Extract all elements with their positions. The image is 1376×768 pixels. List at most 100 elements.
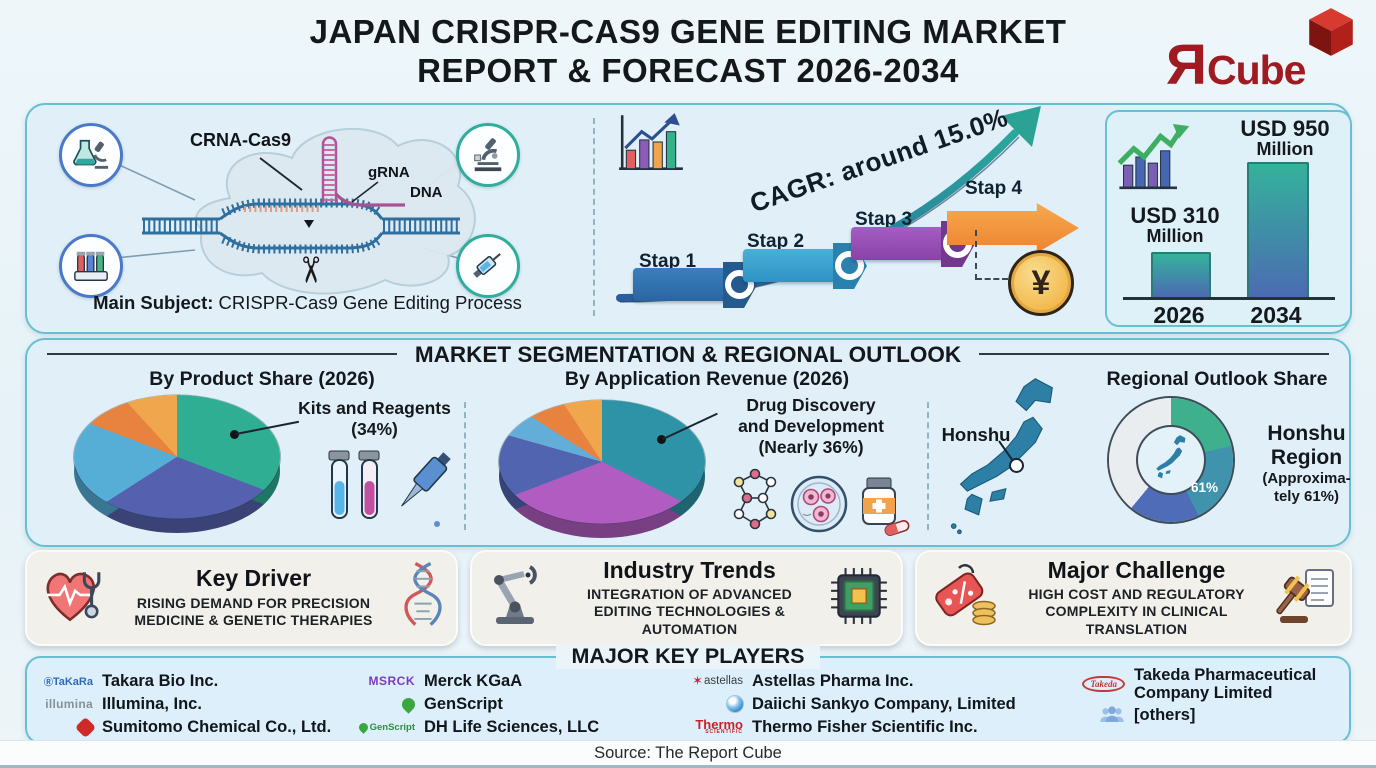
pie-face: [499, 400, 705, 524]
player-name: GenScript: [424, 694, 503, 713]
industry-trends-content: Industry Trends INTEGRATION OF ADVANCED …: [586, 556, 792, 637]
start-value-label: USD 310 Million: [1130, 203, 1220, 247]
syringe-icon: [456, 234, 520, 298]
product-share-heading: By Product Share (2026): [149, 368, 375, 390]
player-name: Merck KGaA: [424, 671, 523, 690]
product-callout: Kits and Reagents (34%): [298, 398, 451, 439]
product-pie-chart: [74, 395, 280, 533]
key-driver-content: Key Driver RISING DEMAND FOR PRECISION M…: [134, 565, 373, 629]
label-grna: gRNA: [368, 164, 410, 181]
list-item: illumina Illumina, Inc.: [37, 693, 342, 715]
forecast-chart-icon: [1115, 122, 1203, 199]
daiichi-logo: [687, 696, 743, 712]
dashed-connector-vertical: [975, 230, 977, 280]
label-crna-cas9: CRNA-Cas9: [190, 130, 292, 150]
list-item: MSRCK Merck KGaA: [359, 670, 669, 692]
dna-icon: [402, 561, 444, 636]
key-players-panel: MAJOR KEY PLAYERS ⓇTaKaRa Takara Bio Inc.…: [25, 644, 1351, 744]
astellas-logo: ✶ astellas: [692, 673, 743, 688]
divider: [979, 352, 1329, 356]
robot-arm-icon: [484, 564, 550, 632]
application-pie-chart: [499, 400, 705, 538]
forecast-panel: USD 310 Million USD 950 Million 2026 203…: [1105, 110, 1352, 328]
major-challenge-box: Major Challenge HIGH COST AND REGULATORY…: [915, 550, 1352, 646]
japan-map-mini: [1156, 435, 1186, 479]
page-title-line2: REPORT & FORECAST 2026-2034: [417, 52, 959, 89]
list-item: [others]: [1069, 704, 1349, 726]
step-2-ribbon: [743, 249, 847, 282]
player-name: Illumina, Inc.: [102, 694, 202, 713]
bar-axis: [1123, 297, 1335, 300]
pie-face: [74, 395, 280, 519]
key-players-column-4: Takeda Takeda Pharmaceutical Company Limi…: [1069, 666, 1349, 727]
price-tag-coins-icon: [929, 563, 999, 633]
end-value-label: USD 950 Million: [1240, 116, 1330, 160]
test-tubes-icon: [319, 448, 457, 537]
donut-percentage: 61%: [1191, 480, 1219, 495]
year-2034: 2034: [1250, 302, 1302, 328]
growth-bar-chart-icon: [615, 111, 687, 180]
label-dna: DNA: [410, 184, 443, 201]
page-title: JAPAN CRISPR-CAS9 GENE EDITING MARKET RE…: [0, 12, 1376, 90]
divider: [593, 118, 595, 316]
flask-microscope-icon: [59, 123, 123, 187]
page-title-line1: JAPAN CRISPR-CAS9 GENE EDITING MARKET: [309, 13, 1067, 50]
player-name: Sumitomo Chemical Co., Ltd.: [102, 717, 332, 736]
player-name: Takara Bio Inc.: [102, 671, 219, 690]
yen-coin-icon: ¥: [1008, 250, 1074, 316]
cagr-section: CAGR: around 15.0% Stap 1 Stap 2 Stap 3 …: [595, 102, 1105, 330]
step-3-label: Stap 3: [855, 209, 913, 230]
player-name: DH Life Sciences, LLC: [424, 717, 600, 736]
list-item: GenScript DH Life Sciences, LLC: [356, 716, 669, 738]
regional-callout: Honshu Region (Approxima- tely 61%): [1262, 422, 1351, 506]
svg-text:✂: ✂: [290, 255, 331, 285]
list-item: Thermo SCIENTIFIC Thermo Fisher Scientific…: [687, 716, 1052, 738]
list-item: GenScript: [359, 693, 669, 715]
player-name: Takeda Pharmaceutical Company Limited: [1134, 666, 1317, 703]
key-players-column-2: MSRCK Merck KGaA GenScript GenScript DH Life…: [356, 670, 669, 739]
divider: [927, 402, 929, 530]
crispr-diagram: ✂: [114, 127, 476, 295]
dashed-connector-horizontal: [976, 278, 1008, 280]
player-name: Daiichi Sankyo Company, Limited: [752, 694, 1016, 713]
source-text: Source: The Report Cube: [594, 744, 782, 762]
cube-icon: [1302, 4, 1360, 65]
crispr-process-section: ✂ CRNA-Cas9 gRNA DNA Main Subject: CRISP…: [30, 108, 585, 326]
step-1-label: Stap 1: [639, 251, 697, 272]
bar-2034: [1247, 162, 1309, 297]
list-item: ⓇTaKaRa Takara Bio Inc.: [37, 670, 342, 692]
segmentation-title-row: MARKET SEGMENTATION & REGIONAL OUTLOOK: [47, 340, 1329, 368]
step-1-ribbon: [633, 268, 737, 301]
molecule-icon: [733, 468, 777, 530]
application-icons: [727, 466, 912, 545]
key-players-title: MAJOR KEY PLAYERS: [555, 644, 821, 669]
callout-dot: [657, 435, 666, 444]
industry-trends-box: Industry Trends INTEGRATION OF ADVANCED …: [470, 550, 903, 646]
list-item: Takeda Takeda Pharmaceutical Company Limi…: [1069, 666, 1349, 703]
step-2-ring: [835, 251, 864, 280]
regional-outlook-heading: Regional Outlook Share: [1106, 368, 1328, 390]
process-caption: Main Subject: CRISPR-Cas9 Gene Editing P…: [93, 292, 522, 313]
takeda-logo: Takeda: [1069, 676, 1125, 693]
illumina-logo: illumina: [45, 697, 93, 711]
step-2-label: Stap 2: [747, 231, 805, 252]
genscript-drop-logo: [359, 694, 418, 714]
player-name: [others]: [1134, 705, 1196, 724]
honshu-map-label: Honshu: [941, 424, 1011, 445]
chip-icon: [829, 566, 889, 631]
sumitomo-logo: [37, 716, 97, 738]
gavel-document-icon: [1274, 565, 1338, 632]
divider: [464, 402, 466, 530]
step-3-ribbon: [851, 227, 955, 260]
key-players-column-1: ⓇTaKaRa Takara Bio Inc. illumina Illumina, …: [37, 670, 342, 739]
donut-hole: [1138, 427, 1204, 493]
honshu-marker: [1009, 458, 1024, 473]
list-item: Daiichi Sankyo Company, Limited: [687, 693, 1052, 715]
test-tube-rack-icon: [59, 234, 123, 298]
key-players-column-3: ✶ astellas Astellas Pharma Inc. Daiichi San…: [687, 670, 1052, 739]
application-revenue-heading: By Application Revenue (2026): [564, 368, 850, 390]
segmentation-title: MARKET SEGMENTATION & REGIONAL OUTLOOK: [414, 342, 962, 367]
major-challenge-content: Major Challenge HIGH COST AND REGULATORY…: [1028, 556, 1245, 637]
application-callout: Drug Discovery and Development (Nearly 3…: [738, 395, 884, 457]
